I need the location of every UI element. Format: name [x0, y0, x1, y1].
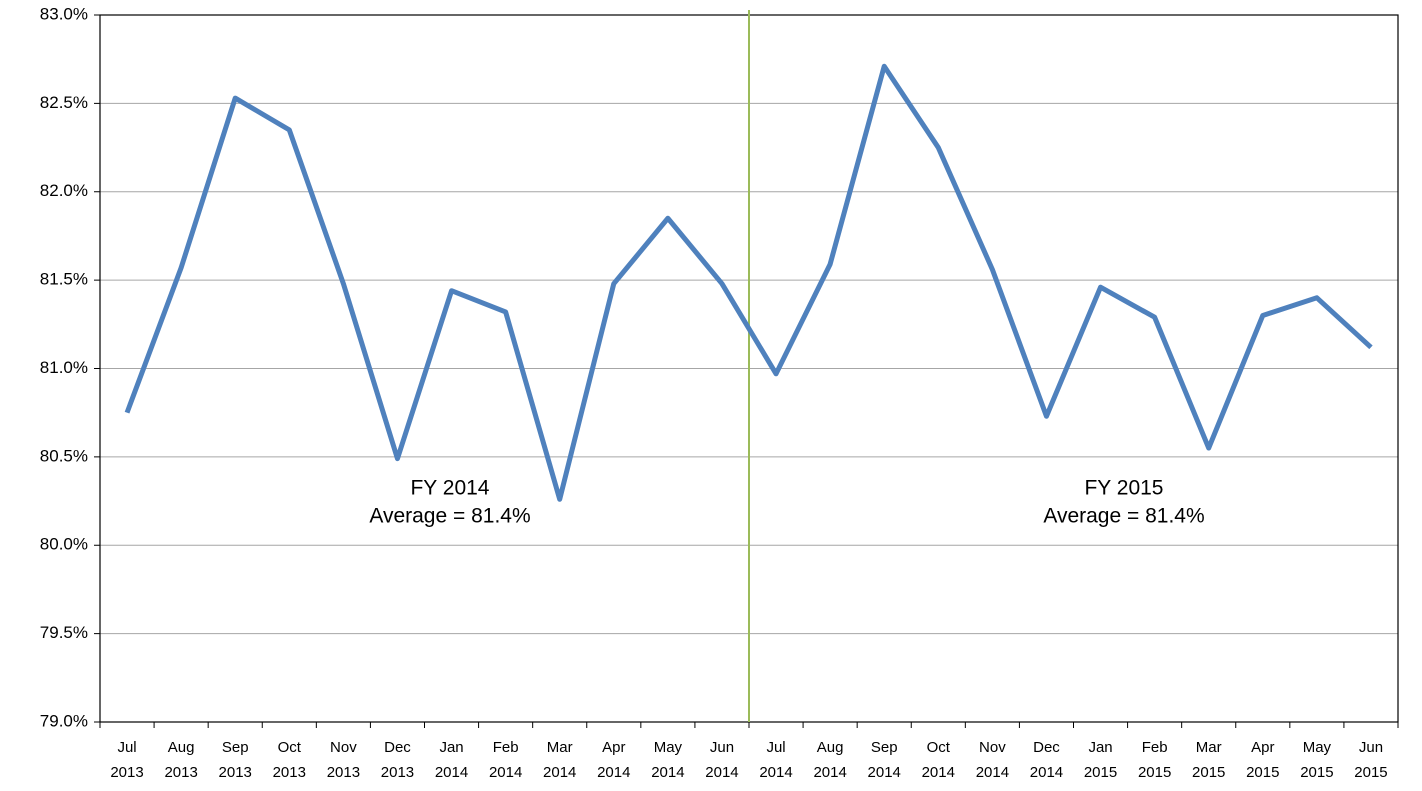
annotation: Average = 81.4%	[369, 505, 530, 528]
x-tick-label: Jul 2014	[759, 739, 792, 781]
y-tick-label: 82.0%	[40, 181, 88, 200]
y-tick-label: 82.5%	[40, 93, 88, 112]
x-tick-label: Jan 2014	[435, 739, 468, 781]
x-tick-label: Mar 2015	[1192, 739, 1225, 781]
x-tick-label: May 2015	[1300, 739, 1333, 781]
x-tick-label: Aug 2014	[813, 739, 846, 781]
x-tick-label: Jul 2013	[110, 739, 143, 781]
y-tick-label: 79.0%	[40, 711, 88, 730]
x-tick-label: Jan 2015	[1084, 739, 1117, 781]
x-tick-label: Apr 2015	[1246, 739, 1279, 781]
x-tick-label: Nov 2013	[327, 739, 360, 781]
annotation: FY 2015	[1084, 477, 1163, 500]
y-tick-label: 80.0%	[40, 535, 88, 554]
x-tick-label: Sep 2013	[219, 739, 252, 781]
x-tick-label: Feb 2014	[489, 739, 522, 781]
y-tick-label: 80.5%	[40, 446, 88, 465]
x-tick-label: Nov 2014	[976, 739, 1009, 781]
annotation: Average = 81.4%	[1043, 505, 1204, 528]
x-tick-label: Sep 2014	[868, 739, 901, 781]
y-tick-label: 81.0%	[40, 358, 88, 377]
data-line	[124, 63, 1373, 502]
x-tick-label: Feb 2015	[1138, 739, 1171, 781]
x-tick-label: Aug 2013	[164, 739, 197, 781]
y-tick-label: 83.0%	[40, 4, 88, 23]
x-tick-label: Oct 2013	[273, 739, 306, 781]
x-tick-label: May 2014	[651, 739, 684, 781]
x-tick-label: Oct 2014	[922, 739, 955, 781]
y-tick-label: 79.5%	[40, 623, 88, 642]
x-tick-label: Jun 2014	[705, 739, 738, 781]
x-tick-label: Jun 2015	[1354, 739, 1387, 781]
x-tick-label: Dec 2013	[381, 739, 414, 781]
x-tick-label: Dec 2014	[1030, 739, 1063, 781]
y-tick-label: 81.5%	[40, 270, 88, 289]
annotation: FY 2014	[410, 477, 489, 500]
x-tick-label: Mar 2014	[543, 739, 576, 781]
x-tick-label: Apr 2014	[597, 739, 630, 781]
